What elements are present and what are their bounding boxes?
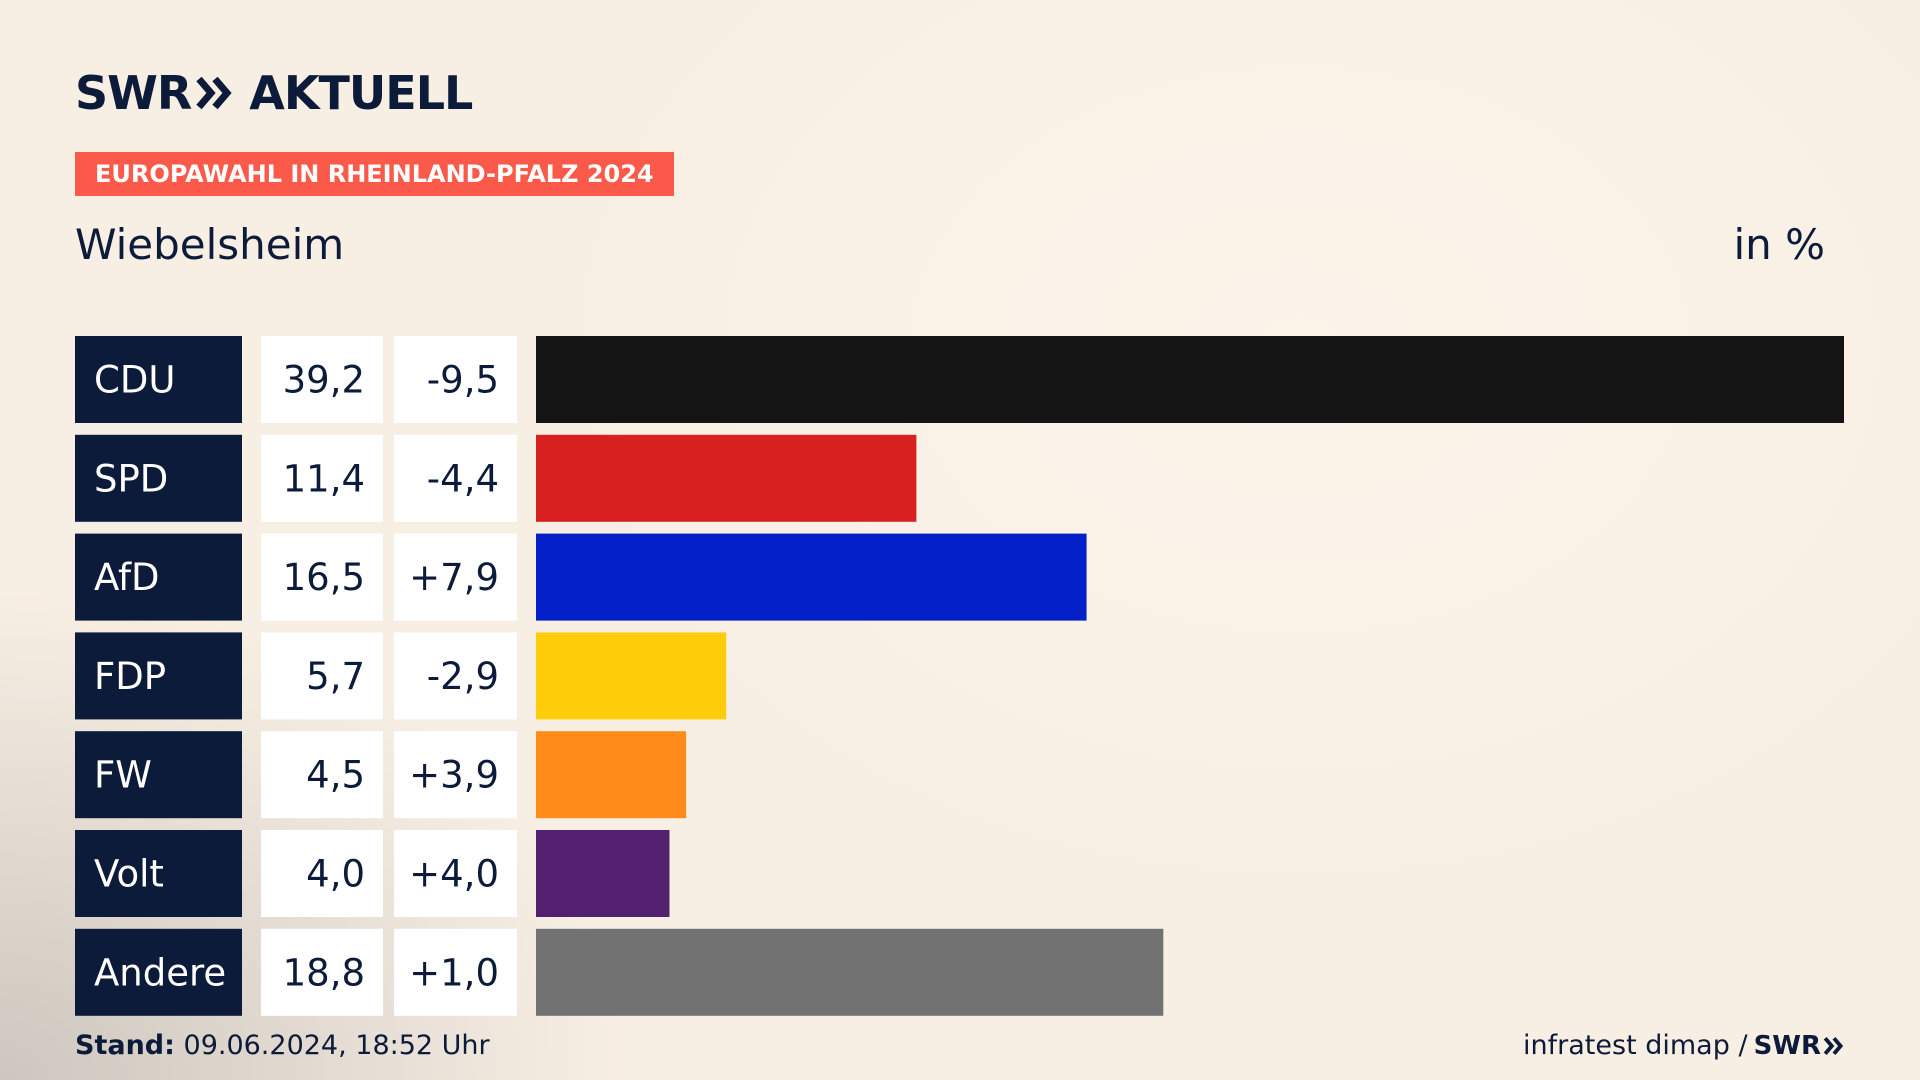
party-label: Andere [94, 951, 226, 994]
party-label-box [75, 830, 242, 917]
value-label: 4,5 [306, 754, 365, 797]
change-box [394, 731, 517, 819]
party-label-box [75, 434, 242, 522]
source-brand: SWR [1753, 1030, 1821, 1061]
value-box [261, 928, 383, 1016]
change-label: +4,0 [409, 853, 499, 896]
party-label-box [75, 731, 242, 819]
value-label: 18,8 [283, 951, 365, 994]
bar-spd [536, 434, 917, 522]
change-box [394, 830, 517, 917]
double-chevron-icon [196, 76, 232, 110]
change-label: -9,5 [427, 359, 499, 402]
value-box [261, 336, 383, 423]
bar-volt [536, 830, 670, 917]
value-box [261, 632, 383, 720]
value-box [261, 434, 383, 522]
change-box [394, 336, 517, 423]
party-label: FW [94, 754, 152, 797]
value-box [261, 830, 383, 917]
party-label-box [75, 336, 242, 423]
party-label: Volt [94, 853, 164, 896]
stand-value: 09.06.2024, 18:52 Uhr [183, 1030, 490, 1061]
change-label: +7,9 [409, 556, 499, 599]
change-label: +1,0 [409, 951, 499, 994]
bar-andere [536, 928, 1164, 1016]
party-label: SPD [94, 457, 168, 500]
unit-label: in % [1733, 220, 1825, 269]
change-label: -4,4 [427, 457, 499, 500]
value-label: 16,5 [283, 556, 365, 599]
change-box [394, 533, 517, 621]
double-chevron-icon [1823, 1036, 1844, 1055]
place-title: Wiebelsheim [75, 220, 345, 269]
party-label-box [75, 533, 242, 621]
value-box [261, 731, 383, 819]
change-box [394, 632, 517, 720]
change-label: -2,9 [427, 655, 499, 698]
source-text: infratest dimap / [1523, 1030, 1748, 1061]
bar-fdp [536, 632, 727, 720]
bar-afd [536, 533, 1087, 621]
source-credit: infratest dimap / SWR [1523, 1030, 1845, 1061]
party-label: AfD [94, 556, 160, 599]
bar-fw [536, 731, 687, 819]
value-label: 4,0 [306, 853, 365, 896]
party-label-box [75, 632, 242, 720]
change-label: +3,9 [409, 754, 499, 797]
value-label: 11,4 [283, 457, 365, 500]
change-box [394, 434, 517, 522]
change-box [394, 928, 517, 1016]
value-label: 39,2 [283, 359, 365, 402]
election-badge: EUROPAWAHL IN RHEINLAND-PFALZ 2024 [75, 152, 674, 196]
party-label: CDU [94, 359, 175, 402]
swr-aktuell-logo: SWR AKTUELL [75, 66, 473, 120]
bar-cdu [536, 336, 1844, 423]
timestamp: Stand: 09.06.2024, 18:52 Uhr [75, 1030, 490, 1061]
value-box [261, 533, 383, 621]
party-label-box [75, 928, 242, 1016]
value-label: 5,7 [306, 655, 365, 698]
logo-text: SWR [75, 66, 192, 120]
stand-label: Stand: [75, 1030, 175, 1061]
logo-suffix: AKTUELL [249, 66, 473, 120]
party-label: FDP [94, 655, 166, 698]
